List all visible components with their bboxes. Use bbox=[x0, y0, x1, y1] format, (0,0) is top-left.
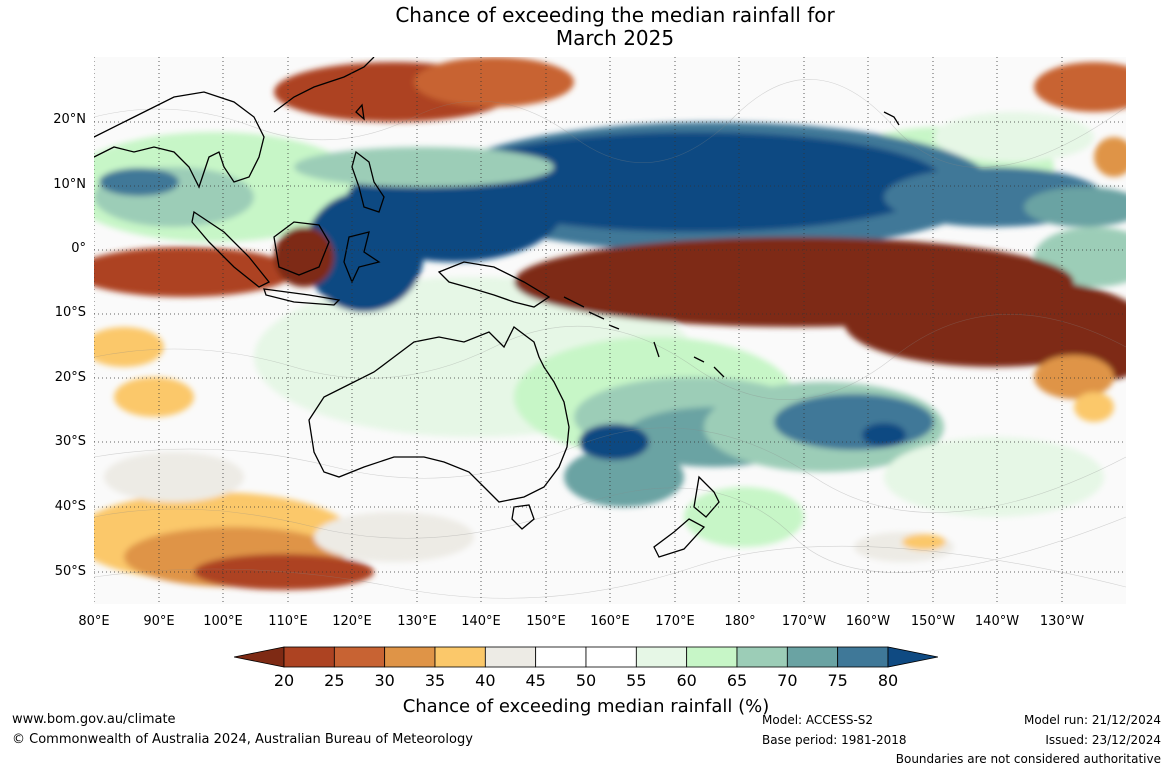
taiwan bbox=[355, 103, 365, 121]
lon-label-130w: 130°W bbox=[1039, 614, 1085, 629]
colorbar-arrow-high bbox=[887, 646, 938, 668]
lat-label-40s: 40°S bbox=[54, 499, 86, 514]
colorbar-swatch bbox=[585, 646, 637, 668]
colorbar-tick-label: 30 bbox=[374, 671, 395, 690]
vanuatu-fiji bbox=[653, 341, 725, 378]
model-text: Model: ACCESS-S2 bbox=[762, 713, 874, 727]
colorbar-tick-label: 25 bbox=[324, 671, 345, 690]
lon-label-100e: 100°E bbox=[203, 614, 243, 629]
colorbar bbox=[234, 646, 938, 668]
colorbar-swatch bbox=[434, 646, 486, 668]
lon-label-150w: 150°W bbox=[910, 614, 956, 629]
sumatra-outline bbox=[191, 210, 271, 288]
colorbar-swatch bbox=[333, 646, 386, 668]
colorbar-swatch bbox=[535, 646, 587, 668]
tasmania-outline bbox=[511, 504, 535, 530]
colorbar-tick-label: 60 bbox=[676, 671, 697, 690]
colorbar-swatch bbox=[635, 646, 688, 668]
probability-field bbox=[94, 57, 1126, 590]
lon-label-170w: 170°W bbox=[781, 614, 827, 629]
colorbar-tick-label: 55 bbox=[626, 671, 647, 690]
colorbar-tick-label: 50 bbox=[575, 671, 597, 690]
website-text: www.bom.gov.au/climate bbox=[12, 712, 176, 727]
title-line-2: March 2025 bbox=[555, 26, 675, 50]
lon-label-180: 180° bbox=[724, 614, 756, 629]
contour-texture bbox=[94, 79, 1126, 599]
rainfall-map bbox=[94, 57, 1126, 604]
graticule bbox=[94, 57, 1126, 604]
lat-label-20s: 20°S bbox=[54, 370, 86, 385]
borneo-outline bbox=[273, 221, 330, 276]
colorbar-swatch bbox=[837, 646, 889, 668]
model-run-text: Model run: 21/12/2024 bbox=[1023, 713, 1161, 727]
colorbar-arrow-low bbox=[234, 646, 285, 668]
colorbar-tick-label: 45 bbox=[525, 671, 546, 690]
new-zealand-outline bbox=[653, 475, 720, 558]
lon-label-160e: 160°E bbox=[590, 614, 630, 629]
colorbar-swatch bbox=[686, 646, 738, 668]
colorbar-tick-label: 80 bbox=[877, 671, 899, 690]
lat-label-10s: 10°S bbox=[54, 305, 86, 320]
issued-text: Issued: 23/12/2024 bbox=[1045, 733, 1161, 747]
colorbar-tick-label: 70 bbox=[777, 671, 798, 690]
lon-label-120e: 120°E bbox=[332, 614, 372, 629]
lon-label-130e: 130°E bbox=[397, 614, 437, 629]
lon-label-140e: 140°E bbox=[461, 614, 501, 629]
lat-label-10n: 10°N bbox=[53, 177, 86, 192]
sulawesi-outline bbox=[343, 231, 381, 284]
copyright-text: © Commonwealth of Australia 2024, Austra… bbox=[12, 732, 473, 747]
boundaries-text: Boundaries are not considered authoritat… bbox=[895, 752, 1161, 766]
base-period-text: Base period: 1981-2018 bbox=[762, 733, 907, 747]
map-canvas bbox=[94, 57, 1126, 604]
lon-label-140w: 140°W bbox=[974, 614, 1020, 629]
map-title: Chance of exceeding the median rainfall … bbox=[0, 4, 1173, 50]
solomon-islands bbox=[563, 296, 620, 330]
colorbar-tick-label: 20 bbox=[273, 671, 295, 690]
lon-label-150e: 150°E bbox=[526, 614, 566, 629]
colorbar-tick-label: 75 bbox=[827, 671, 848, 690]
lon-label-110e: 110°E bbox=[268, 614, 308, 629]
colorbar-tick-label: 40 bbox=[475, 671, 496, 690]
philippines-outline bbox=[351, 150, 385, 213]
lon-label-80e: 80°E bbox=[78, 614, 110, 629]
java-outline bbox=[263, 288, 341, 306]
australia-outline bbox=[308, 326, 570, 503]
new-guinea-outline bbox=[437, 261, 551, 308]
colorbar-tick-label: 35 bbox=[424, 671, 446, 690]
title-line-1: Chance of exceeding the median rainfall … bbox=[395, 3, 835, 27]
lon-label-160w: 160°W bbox=[845, 614, 891, 629]
lon-label-90e: 90°E bbox=[143, 614, 175, 629]
china-coast bbox=[273, 57, 375, 113]
hawaii bbox=[883, 111, 900, 126]
lon-label-170e: 170°E bbox=[655, 614, 695, 629]
se-asia-outline bbox=[94, 91, 265, 189]
lat-label-30s: 30°S bbox=[54, 434, 86, 449]
lat-label-20n: 20°N bbox=[53, 112, 86, 127]
colorbar-swatch bbox=[384, 646, 436, 668]
colorbar-swatch bbox=[786, 646, 839, 668]
colorbar-swatch bbox=[283, 646, 335, 668]
coastlines bbox=[94, 57, 900, 558]
lat-label-50s: 50°S bbox=[54, 564, 86, 579]
colorbar-swatch bbox=[484, 646, 537, 668]
colorbar-swatch bbox=[736, 646, 788, 668]
lat-label-0: 0° bbox=[71, 241, 86, 256]
colorbar-tick-label: 65 bbox=[726, 671, 748, 690]
colorbar-title: Chance of exceeding median rainfall (%) bbox=[402, 696, 770, 717]
